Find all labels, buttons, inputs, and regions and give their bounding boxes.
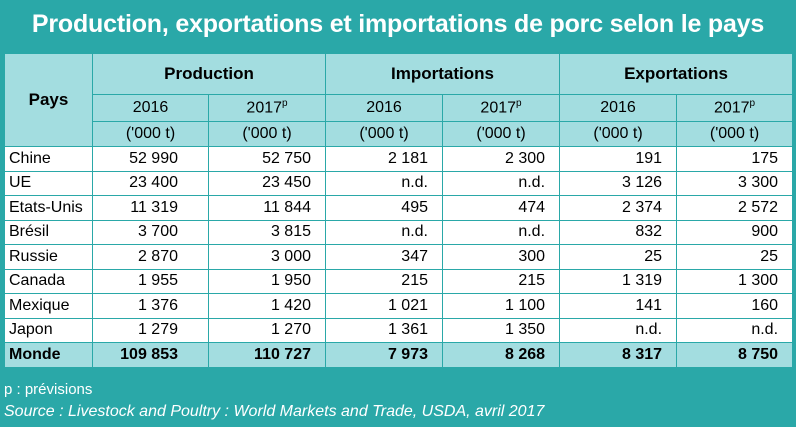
cell-value: 1 270: [208, 317, 326, 343]
header-exportations: Exportations: [559, 53, 794, 95]
cell-pays: Chine: [4, 146, 93, 172]
header-year-2016: 2016: [559, 94, 678, 122]
cell-pays: Brésil: [4, 219, 93, 245]
footnote: p : prévisions: [4, 381, 93, 398]
cell-value: 25: [676, 244, 794, 270]
cell-value: 23 400: [92, 170, 209, 196]
cell-value: 474: [441, 195, 561, 221]
table-row: Chine 52 990 52 750 2 181 2 300 191 175: [4, 146, 794, 172]
header-unit: ('000 t): [325, 121, 443, 147]
cell-value: 300: [441, 244, 561, 270]
cell-value: n.d.: [559, 317, 678, 343]
header-pays: Pays: [4, 53, 93, 147]
cell-value: 8 268: [441, 342, 561, 368]
header-unit: ('000 t): [676, 121, 794, 147]
cell-value: 2 572: [676, 195, 794, 221]
cell-value: 11 844: [208, 195, 326, 221]
cell-value: 191: [559, 146, 678, 172]
table-row: Etats-Unis 11 319 11 844 495 474 2 374 2 572: [4, 195, 794, 221]
cell-value: 8 317: [559, 342, 678, 368]
cell-value: 832: [559, 219, 678, 245]
table-row: UE 23 400 23 450 n.d. n.d. 3 126 3 300: [4, 170, 794, 196]
cell-value: 3 000: [208, 244, 326, 270]
cell-value: 25: [559, 244, 678, 270]
table-row: Russie 2 870 3 000 347 300 25 25: [4, 244, 794, 270]
cell-pays: Monde: [4, 342, 93, 368]
header-year-2017: 2017p: [208, 94, 326, 122]
header-year-2017: 2017p: [441, 94, 561, 122]
cell-pays: UE: [4, 170, 93, 196]
cell-value: 1 361: [325, 317, 443, 343]
header-year-2017: 2017p: [676, 94, 794, 122]
cell-value: 347: [325, 244, 443, 270]
header-year-2016: 2016: [92, 94, 209, 122]
cell-value: 11 319: [92, 195, 209, 221]
header-production: Production: [92, 53, 326, 95]
pork-table: Pays Production Importations Exportation…: [4, 53, 794, 368]
cell-value: 1 376: [92, 293, 209, 319]
header-unit: ('000 t): [559, 121, 678, 147]
cell-value: 2 300: [441, 146, 561, 172]
cell-value: 3 700: [92, 219, 209, 245]
total-row: Monde 109 853 110 727 7 973 8 268 8 317 8 750: [4, 342, 794, 368]
header-unit: ('000 t): [208, 121, 326, 147]
cell-value: 110 727: [208, 342, 326, 368]
header-unit: ('000 t): [92, 121, 209, 147]
cell-value: 175: [676, 146, 794, 172]
cell-pays: Canada: [4, 268, 93, 294]
cell-value: 2 374: [559, 195, 678, 221]
table-row: Japon 1 279 1 270 1 361 1 350 n.d. n.d.: [4, 317, 794, 343]
header-unit: ('000 t): [441, 121, 561, 147]
cell-value: 3 126: [559, 170, 678, 196]
cell-value: 1 950: [208, 268, 326, 294]
cell-value: 1 319: [559, 268, 678, 294]
cell-pays: Russie: [4, 244, 93, 270]
header-importations: Importations: [324, 53, 561, 95]
cell-value: 1 955: [92, 268, 209, 294]
table-row: Mexique 1 376 1 420 1 021 1 100 141 160: [4, 293, 794, 319]
cell-value: n.d.: [441, 219, 561, 245]
cell-value: 160: [676, 293, 794, 319]
cell-value: 2 181: [325, 146, 443, 172]
table-row: Brésil 3 700 3 815 n.d. n.d. 832 900: [4, 219, 794, 245]
cell-value: 7 973: [325, 342, 443, 368]
cell-value: n.d.: [325, 219, 443, 245]
cell-value: 1 279: [92, 317, 209, 343]
cell-value: n.d.: [441, 170, 561, 196]
cell-value: 1 350: [441, 317, 561, 343]
cell-value: 3 815: [208, 219, 326, 245]
cell-value: 1 021: [325, 293, 443, 319]
cell-value: 1 300: [676, 268, 794, 294]
page-title: Production, exportations et importations…: [31, 10, 765, 38]
cell-value: 1 100: [441, 293, 561, 319]
cell-value: 141: [559, 293, 678, 319]
source-note: Source : Livestock and Poultry : World M…: [4, 403, 545, 420]
cell-pays: Mexique: [4, 293, 93, 319]
cell-value: 8 750: [676, 342, 794, 368]
cell-pays: Etats-Unis: [4, 195, 93, 221]
cell-value: 495: [325, 195, 443, 221]
table-row: Canada 1 955 1 950 215 215 1 319 1 300: [4, 268, 794, 294]
cell-value: 52 990: [92, 146, 209, 172]
cell-value: n.d.: [325, 170, 443, 196]
cell-value: 900: [676, 219, 794, 245]
cell-value: 1 420: [208, 293, 326, 319]
cell-pays: Japon: [4, 317, 93, 343]
header-year-2016: 2016: [325, 94, 443, 122]
cell-value: 109 853: [92, 342, 209, 368]
cell-value: 3 300: [676, 170, 794, 196]
cell-value: 215: [325, 268, 443, 294]
cell-value: 215: [441, 268, 561, 294]
cell-value: n.d.: [676, 317, 794, 343]
cell-value: 2 870: [92, 244, 209, 270]
cell-value: 52 750: [208, 146, 326, 172]
table-container: Pays Production Importations Exportation…: [4, 53, 794, 368]
cell-value: 23 450: [208, 170, 326, 196]
